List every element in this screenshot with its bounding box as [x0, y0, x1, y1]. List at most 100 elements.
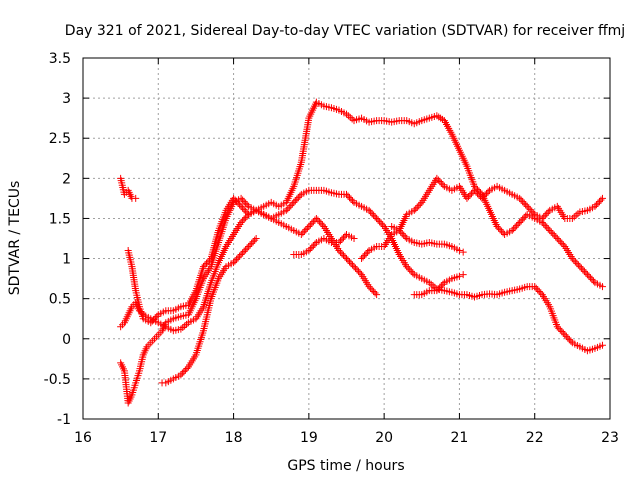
- data-point: [437, 282, 445, 290]
- data-point: [249, 238, 257, 246]
- y-tick-label: 2.5: [49, 131, 71, 147]
- data-point: [437, 179, 445, 187]
- data-point: [365, 206, 373, 214]
- data-point: [205, 256, 213, 264]
- data-point: [240, 247, 248, 255]
- data-point: [558, 239, 566, 247]
- data-point: [556, 238, 564, 246]
- data-point: [153, 312, 161, 320]
- data-point: [288, 200, 296, 208]
- data-point: [523, 202, 531, 210]
- data-point: [367, 284, 375, 292]
- data-point: [317, 219, 325, 227]
- data-point: [598, 341, 606, 349]
- data-point: [535, 287, 543, 295]
- data-point: [540, 213, 548, 221]
- data-point: [544, 208, 552, 216]
- data-point: [352, 264, 360, 272]
- data-point: [579, 266, 587, 274]
- data-point: [412, 205, 420, 213]
- data-point: [314, 216, 322, 224]
- data-point: [233, 255, 241, 263]
- data-point: [525, 204, 533, 212]
- data-point: [246, 241, 254, 249]
- y-tick-label: 0.5: [49, 292, 71, 308]
- data-point: [339, 251, 347, 259]
- data-point: [556, 326, 564, 334]
- data-point: [353, 266, 361, 274]
- data-point: [484, 188, 492, 196]
- data-point: [555, 236, 563, 244]
- data-point: [436, 178, 444, 186]
- data-point: [237, 251, 245, 259]
- data-point: [559, 241, 567, 249]
- data-point: [591, 202, 599, 210]
- data-point: [297, 230, 305, 238]
- data-point: [403, 263, 411, 271]
- data-point: [550, 231, 558, 239]
- data-point: [404, 264, 412, 272]
- data-point: [346, 258, 354, 266]
- data-point: [541, 222, 549, 230]
- data-point: [251, 236, 259, 244]
- data-point: [344, 192, 352, 200]
- data-marks: [117, 98, 606, 407]
- data-point: [284, 205, 292, 213]
- data-point: [373, 291, 381, 299]
- data-point: [290, 198, 298, 206]
- data-point: [529, 209, 537, 217]
- data-point: [586, 274, 594, 282]
- data-point: [498, 227, 506, 235]
- axis-ticks: 16 17 18 19 20 21 22 23 -1 -0.5 0 0.5 1 1.5 2 2.5 3 3.5: [44, 51, 619, 446]
- data-point: [287, 202, 295, 210]
- data-point: [237, 218, 245, 226]
- data-point: [470, 186, 478, 194]
- data-point: [362, 250, 370, 258]
- data-point: [248, 239, 256, 247]
- data-point: [553, 235, 561, 242]
- data-point: [361, 251, 369, 259]
- data-point: [335, 247, 343, 255]
- data-point: [202, 259, 210, 267]
- data-point: [350, 235, 358, 242]
- x-tick-label: 22: [526, 430, 544, 446]
- data-point: [309, 218, 317, 226]
- data-point: [571, 258, 579, 266]
- x-tick-label: 21: [451, 430, 469, 446]
- data-point: [364, 248, 372, 256]
- data-point: [409, 269, 417, 277]
- data-point: [415, 202, 423, 210]
- data-point: [371, 289, 379, 297]
- data-point: [305, 222, 313, 230]
- data-point: [201, 261, 209, 269]
- data-point: [294, 194, 302, 202]
- data-point: [347, 195, 355, 203]
- data-point: [239, 249, 247, 257]
- data-point: [339, 234, 347, 242]
- data-point: [183, 364, 191, 372]
- data-point: [552, 233, 560, 241]
- data-point: [589, 277, 597, 285]
- data-point: [546, 226, 554, 234]
- data-point: [398, 230, 406, 238]
- data-point: [439, 280, 447, 288]
- data-point: [302, 226, 310, 234]
- data-point: [300, 227, 308, 235]
- data-point: [240, 198, 248, 206]
- data-point: [349, 261, 357, 269]
- x-tick-label: 17: [149, 430, 167, 446]
- data-point: [511, 223, 519, 231]
- data-point: [240, 206, 248, 214]
- data-point: [493, 222, 501, 230]
- data-point: [242, 207, 250, 215]
- data-point: [592, 201, 600, 209]
- data-point: [583, 271, 591, 279]
- data-point: [528, 207, 536, 215]
- data-point: [519, 198, 527, 206]
- data-point: [335, 239, 343, 247]
- data-point: [559, 329, 567, 337]
- data-point: [522, 201, 530, 209]
- data-point: [242, 246, 250, 254]
- data-point: [410, 206, 418, 214]
- data-point: [204, 258, 212, 266]
